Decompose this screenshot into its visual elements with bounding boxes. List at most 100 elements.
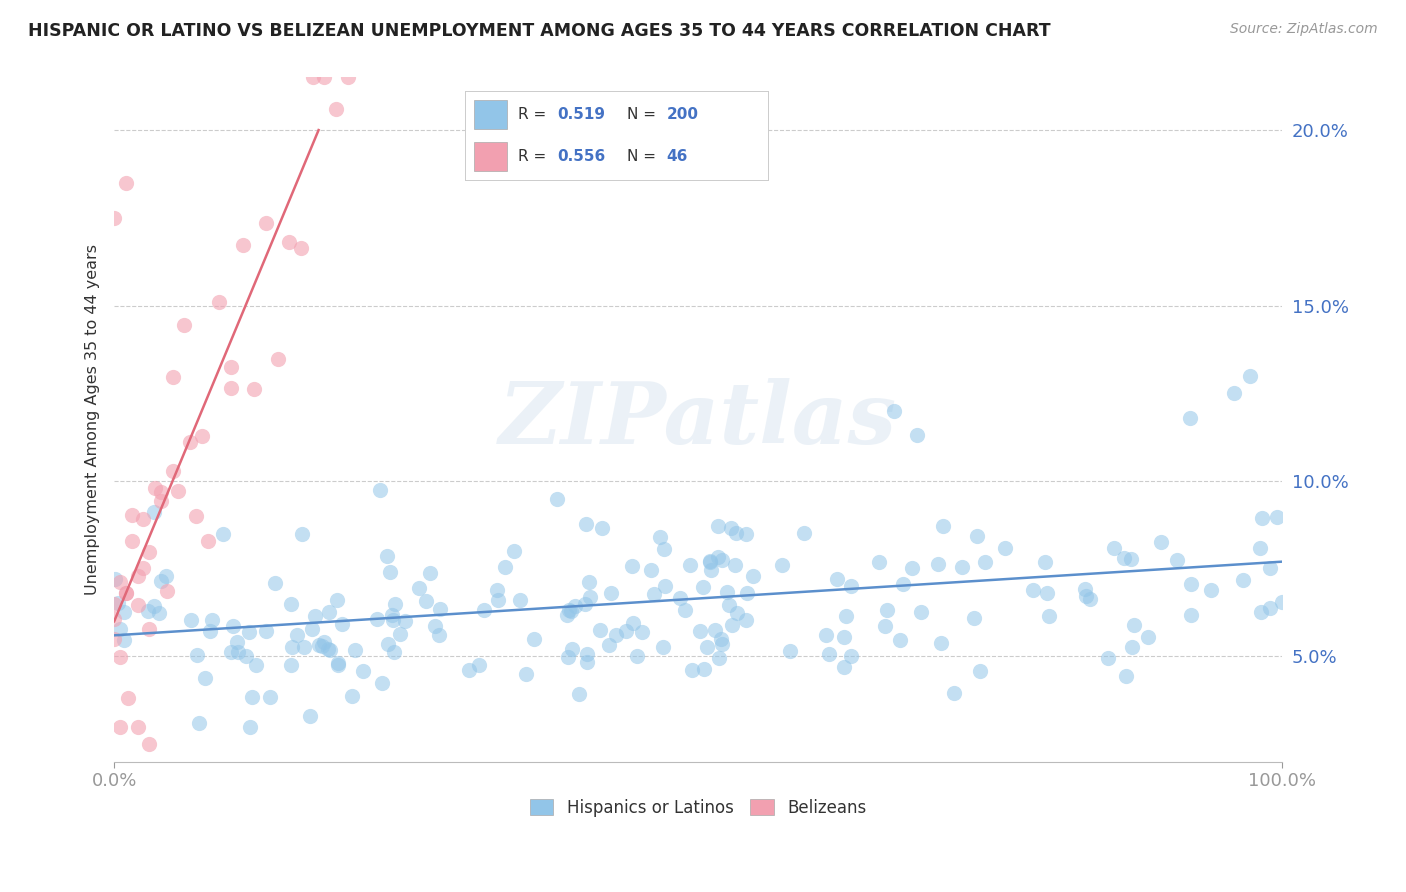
Point	[716, 584, 738, 599]
Point	[711, 637, 734, 651]
Point	[707, 651, 730, 665]
Text: ZIPatlas: ZIPatlas	[499, 378, 897, 461]
Point	[654, 578, 676, 592]
Point	[240, 690, 263, 705]
Point	[1271, 595, 1294, 609]
Point	[308, 638, 330, 652]
Point	[621, 615, 644, 630]
Point	[681, 663, 703, 677]
Point	[1114, 551, 1136, 566]
Point	[239, 720, 262, 734]
Point	[381, 607, 404, 622]
Point	[720, 618, 742, 632]
Legend: Hispanics or Latinos, Belizeans: Hispanics or Latinos, Belizeans	[523, 792, 873, 823]
Point	[720, 520, 742, 534]
Point	[1250, 605, 1272, 619]
Point	[328, 657, 350, 672]
Point	[344, 643, 367, 657]
Point	[108, 650, 131, 665]
Point	[127, 598, 149, 612]
Point	[179, 434, 201, 449]
Point	[591, 520, 613, 534]
Point	[589, 623, 612, 637]
Point	[873, 619, 896, 633]
Point	[598, 639, 620, 653]
Point	[472, 603, 495, 617]
Point	[631, 625, 654, 640]
Point	[180, 613, 202, 627]
Text: HISPANIC OR LATINO VS BELIZEAN UNEMPLOYMENT AMONG AGES 35 TO 44 YEARS CORRELATIO: HISPANIC OR LATINO VS BELIZEAN UNEMPLOYM…	[28, 22, 1050, 40]
Point	[156, 584, 179, 599]
Point	[883, 404, 905, 418]
Point	[155, 569, 177, 583]
Point	[707, 549, 730, 564]
Point	[121, 508, 143, 522]
Point	[162, 369, 184, 384]
Point	[148, 606, 170, 620]
Point	[342, 689, 364, 703]
Point	[219, 645, 242, 659]
Point	[652, 640, 675, 654]
Point	[149, 484, 172, 499]
Point	[963, 611, 986, 625]
Point	[187, 716, 209, 731]
Point	[1121, 640, 1143, 654]
Point	[710, 632, 733, 647]
Point	[576, 655, 599, 669]
Point	[1249, 541, 1271, 555]
Point	[184, 509, 207, 524]
Point	[198, 624, 221, 638]
Point	[735, 527, 758, 541]
Point	[793, 525, 815, 540]
Point	[384, 597, 406, 611]
Point	[966, 528, 988, 542]
Point	[208, 295, 231, 310]
Point	[254, 216, 277, 230]
Point	[1223, 386, 1246, 401]
Point	[304, 609, 326, 624]
Point	[245, 657, 267, 672]
Point	[994, 541, 1017, 556]
Point	[1150, 534, 1173, 549]
Point	[1033, 555, 1056, 569]
Point	[226, 645, 249, 659]
Y-axis label: Unemployment Among Ages 35 to 44 years: Unemployment Among Ages 35 to 44 years	[86, 244, 100, 595]
Point	[114, 605, 136, 619]
Point	[868, 555, 890, 569]
Point	[319, 643, 342, 657]
Point	[301, 70, 323, 85]
Point	[352, 664, 374, 678]
Point	[929, 636, 952, 650]
Point	[724, 525, 747, 540]
Point	[328, 656, 350, 670]
Point	[1166, 553, 1188, 567]
Point	[394, 615, 416, 629]
Point	[110, 622, 132, 636]
Point	[679, 558, 702, 573]
Point	[502, 544, 524, 558]
Point	[546, 491, 568, 506]
Point	[558, 603, 581, 617]
Point	[103, 211, 125, 225]
Point	[232, 237, 254, 252]
Point	[827, 572, 849, 586]
Point	[127, 569, 149, 583]
Point	[561, 642, 583, 657]
Point	[832, 630, 855, 644]
Point	[103, 612, 125, 626]
Point	[371, 676, 394, 690]
Point	[243, 382, 266, 396]
Point	[648, 530, 671, 544]
Point	[115, 176, 138, 190]
Point	[910, 605, 932, 619]
Point	[107, 596, 129, 610]
Point	[725, 606, 748, 620]
Point	[254, 624, 277, 638]
Point	[839, 579, 862, 593]
Point	[1258, 601, 1281, 615]
Point	[194, 671, 217, 685]
Point	[557, 608, 579, 623]
Point	[278, 235, 301, 249]
Point	[368, 483, 391, 498]
Point	[219, 380, 242, 394]
